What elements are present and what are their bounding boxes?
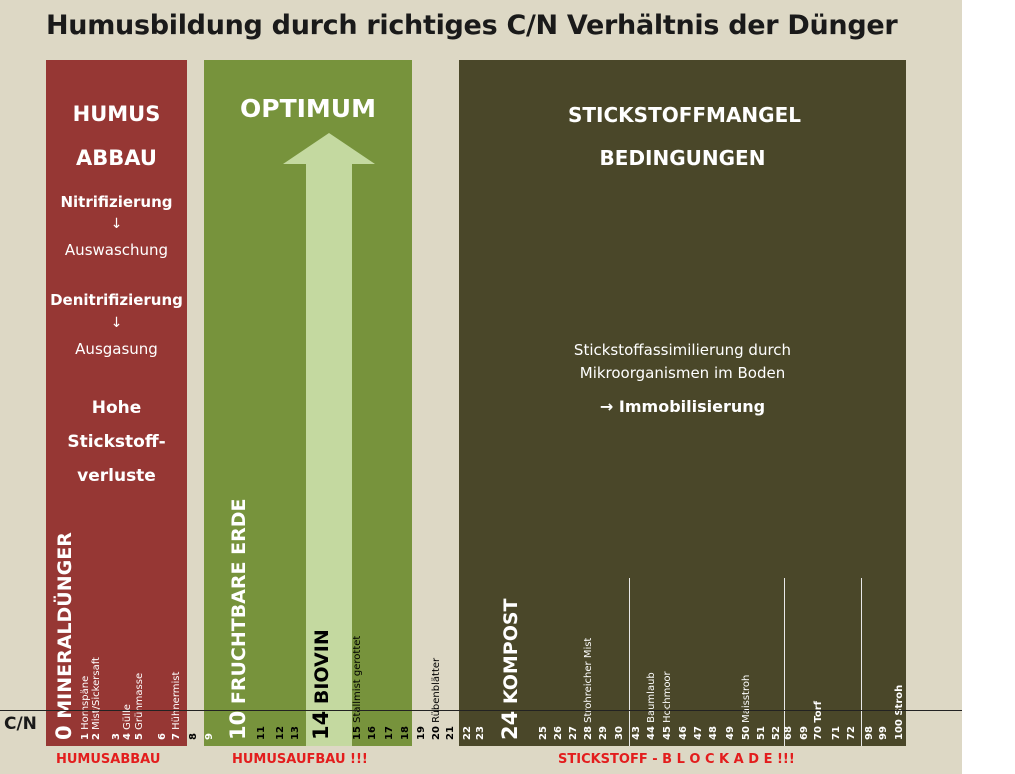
humusabbau-panel: HUMUS ABBAU Nitrifizierung ↓ Auswaschung… [46,60,187,746]
blockade-footer: STICKSTOFF - B L O C K A D E !!! [558,752,795,767]
bedingungen-heading: BEDINGUNGEN [599,146,766,170]
scale-label-100: 100 Stroh [894,684,905,740]
stickstoffmangel-panel: STICKSTOFFMANGEL BEDINGUNGEN Stickstoffa… [459,60,906,746]
auswaschung-label: Auswaschung [64,241,169,259]
down-arrow-icon: ↓ [110,216,123,232]
axis-label: C/N [4,714,37,734]
page-title: Humusbildung durch richtiges C/N Verhält… [46,10,898,41]
scale-label-5: 5 Grünmasse [134,672,145,740]
stickstoff-label: Stickstoff- [67,432,166,452]
desc-line2: Mikroorganismen im Boden [579,364,786,382]
desc-line1: Stickstoffassimilierung durch [573,341,792,359]
scale-label-28: 28 Strohreicher Mist [583,637,594,740]
abbau-heading: ABBAU [76,146,157,170]
nitrifizierung-label: Nitrifizierung [60,193,173,211]
scale-label-24: 24 KOMPOST [498,598,522,741]
denitrifizierung-label: Denitrifizierung [50,291,183,309]
scale-label-7: 7 Hühnermist [171,671,182,740]
down-arrow-icon: ↓ [110,315,123,331]
hohe-label: Hohe [91,398,142,418]
up-arrow-icon [283,133,375,746]
scale-label-15: 15 Stallmist gerottet [352,635,363,740]
optimum-panel: OPTIMUM [204,60,412,746]
stickstoffmangel-heading: STICKSTOFFMANGEL [568,103,801,127]
humusabbau-footer: HUMUSABBAU [56,752,161,767]
humusaufbau-footer: HUMUSAUFBAU !!! [232,752,368,767]
gap-divider [784,578,785,746]
scale-label-14: 14 BIOVIN [309,629,333,740]
scale-label-2: 2 Mist/Sickersaft [91,657,102,740]
optimum-heading: OPTIMUM [240,94,376,123]
gap-divider [629,578,630,746]
axis-line [0,710,962,711]
gap-divider [861,578,862,746]
immobilisierung-label: → Immobilisierung [599,397,766,416]
humus-heading: HUMUS [72,102,161,126]
verluste-label: verluste [77,466,156,486]
ausgasung-label: Ausgasung [75,340,158,358]
scale-label-10: 10 FRUCHTBARE ERDE [226,498,250,740]
